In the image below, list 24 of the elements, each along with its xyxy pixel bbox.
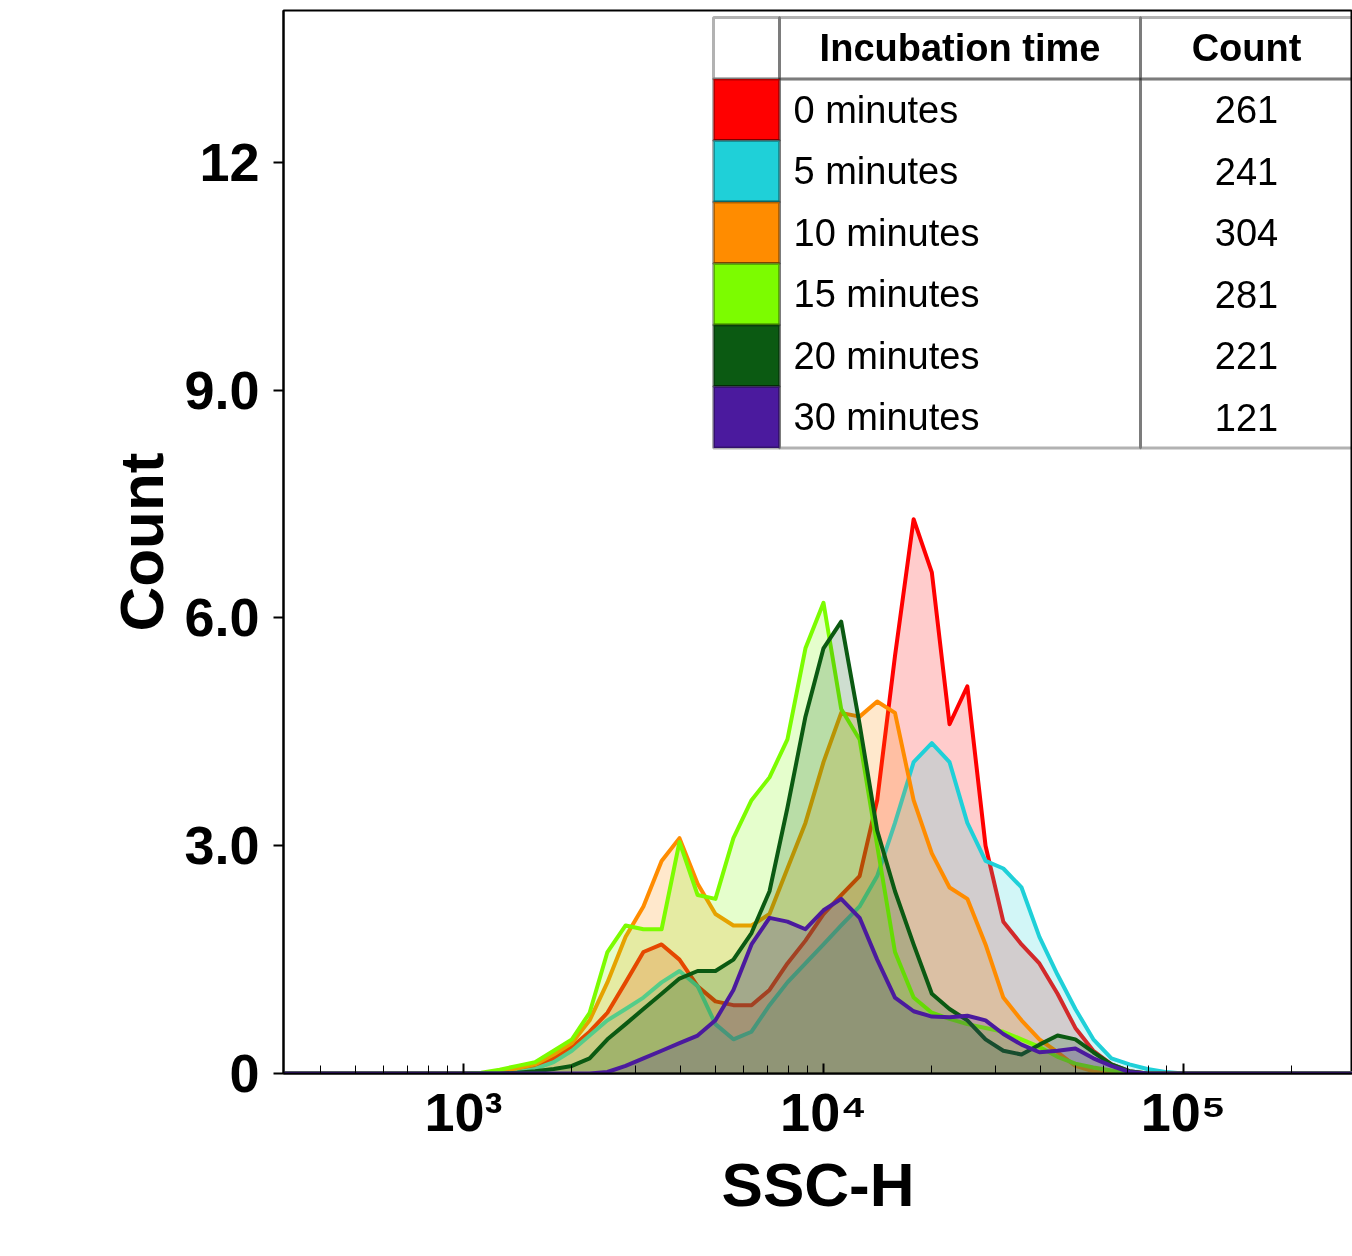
y-axis-title: Count [107,452,177,632]
y-tick-label: 3.0 [184,815,260,876]
legend-title: Incubation time [819,27,1101,70]
y-tick-label: 9.0 [184,359,260,420]
x-tick-label: 10³ [424,1081,503,1142]
legend-label: 15 minutes [793,273,980,316]
annotation: 221 [1214,335,1279,378]
legend-label: 20 minutes [793,334,980,377]
y-tick-label: 6.0 [184,587,260,648]
annotation: 304 [1214,212,1279,255]
annotation: 121 [1214,396,1279,439]
legend-label: 0 minutes [793,88,959,131]
x-tick-label: 10⁵ [1140,1081,1227,1142]
annotation: Count [1191,27,1302,70]
x-axis-title: SSC-H [721,1149,915,1219]
legend-label: 5 minutes [793,150,959,193]
annotation: 261 [1214,89,1279,132]
y-tick-label: 0 [229,1043,260,1103]
x-tick-label: 10⁴ [780,1081,867,1142]
y-tick-label: 12 [199,131,260,192]
annotation: 281 [1214,273,1279,316]
legend-label: 30 minutes [793,396,980,439]
annotation: 241 [1214,150,1279,193]
legend-label: 10 minutes [793,211,980,254]
